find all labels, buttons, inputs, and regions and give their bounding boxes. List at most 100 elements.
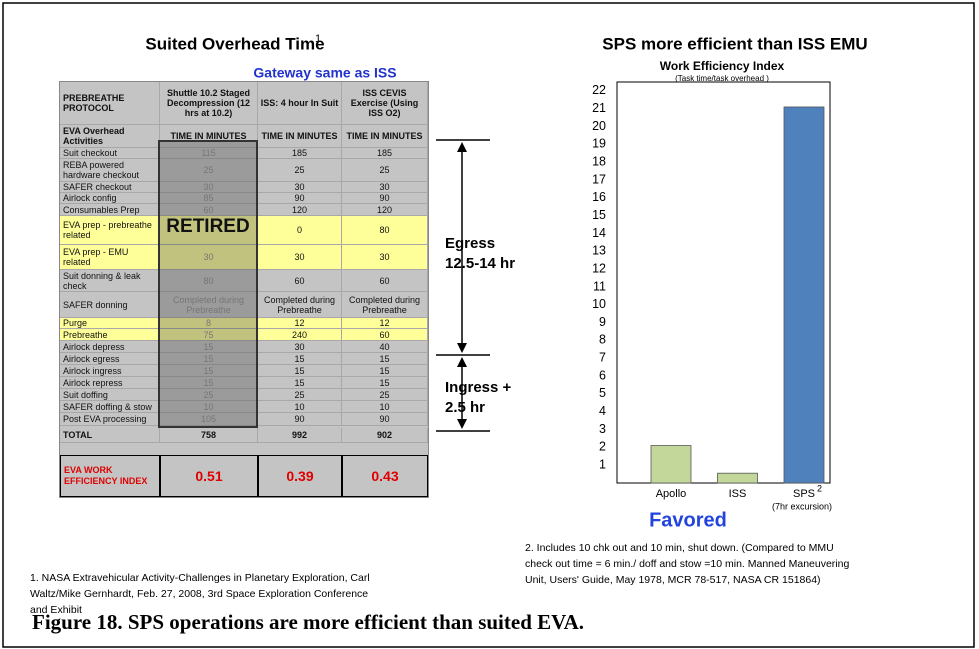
table-cell: Prebreathe	[60, 329, 160, 341]
table-cell: 758	[160, 428, 258, 443]
table-cell: 15	[258, 365, 342, 377]
table-cell: 0.51	[160, 455, 258, 497]
table-cell: Suit doffing	[60, 389, 160, 401]
table-cell: TIME IN MINUTES	[258, 125, 342, 148]
table-cell: 902	[342, 428, 428, 443]
table-cell: 992	[258, 428, 342, 443]
category-sublabel: (7hr excursion)	[772, 501, 832, 511]
table-cell: Airlock egress	[60, 353, 160, 365]
table-cell: 10	[258, 401, 342, 413]
table-cell: 15	[342, 377, 428, 389]
table-cell: 12	[342, 318, 428, 329]
table-cell: 60	[342, 270, 428, 292]
table-cell: 0.39	[258, 455, 342, 497]
table-cell: TIME IN MINUTES	[342, 125, 428, 148]
table-cell: 90	[258, 193, 342, 204]
table-cell: REBA powered hardware checkout	[60, 159, 160, 182]
category-note: 2	[817, 483, 822, 493]
footnote: 1. NASA Extravehicular Activity-Challeng…	[30, 572, 370, 584]
table-cell: 240	[258, 329, 342, 341]
table-cell: ISS: 4 hour In Suit	[258, 82, 342, 125]
table-cell: Completed during Prebreathe	[342, 292, 428, 318]
table-cell: 30	[258, 182, 342, 193]
y-tick-label: 14	[592, 226, 606, 240]
footnote: 2. Includes 10 chk out and 10 min, shut …	[525, 542, 834, 554]
table-cell: 15	[258, 353, 342, 365]
table-cell: 90	[342, 193, 428, 204]
table-cell: 185	[258, 148, 342, 159]
y-tick-label: 13	[592, 244, 606, 258]
table-cell: 90	[258, 413, 342, 426]
y-tick-label: 17	[592, 172, 606, 186]
gateway-note: Gateway same as ISS	[253, 65, 396, 81]
favored-label: Favored	[649, 509, 727, 531]
table-cell: 0	[258, 216, 342, 245]
bar	[651, 446, 691, 483]
table-cell: SAFER checkout	[60, 182, 160, 193]
table-cell: 120	[342, 204, 428, 216]
table-cell: 30	[258, 341, 342, 353]
table-cell: 15	[342, 365, 428, 377]
x-tick-label: SPS	[793, 488, 815, 500]
y-tick-label: 20	[592, 119, 606, 133]
table-cell: EVA prep - prebreathe related	[60, 216, 160, 245]
retired-label: RETIRED	[160, 216, 256, 238]
left-title: Suited Overhead Time	[145, 34, 324, 53]
table-cell: 15	[258, 377, 342, 389]
table-cell: SAFER doffing & stow	[60, 401, 160, 413]
table-cell: PREBREATHE PROTOCOL	[60, 82, 160, 125]
table-cell: 10	[342, 401, 428, 413]
table-cell: 25	[258, 159, 342, 182]
y-tick-label: 1	[599, 457, 606, 471]
y-tick-label: 7	[599, 351, 606, 365]
table-cell: 30	[342, 245, 428, 270]
table-cell: 185	[342, 148, 428, 159]
footnote: check out time = 6 min./ doff and stow =…	[525, 558, 849, 570]
egress-label: Egress	[445, 235, 495, 252]
chart-subtitle: Work Efficiency Index	[660, 59, 785, 73]
table-cell: 60	[258, 270, 342, 292]
left-title-note: 1	[315, 33, 321, 45]
table-cell: Suit donning & leak check	[60, 270, 160, 292]
y-tick-label: 9	[599, 315, 606, 329]
table-cell: Consumables Prep	[60, 204, 160, 216]
table-cell: EVA Overhead Activities	[60, 125, 160, 148]
table-cell: 0.43	[342, 455, 428, 497]
y-tick-label: 8	[599, 333, 606, 347]
y-tick-label: 18	[592, 154, 606, 168]
table-cell: 12	[258, 318, 342, 329]
table-cell: Airlock depress	[60, 341, 160, 353]
table-cell: Shuttle 10.2 Staged Decompression (12 hr…	[160, 82, 258, 125]
table-cell: Airlock repress	[60, 377, 160, 389]
caption: Figure 18. SPS operations are more effic…	[32, 610, 584, 634]
table-cell: ISS CEVIS Exercise (Using ISS O2)	[342, 82, 428, 125]
table-cell: 60	[342, 329, 428, 341]
table-cell: 120	[258, 204, 342, 216]
table-cell: 25	[342, 159, 428, 182]
x-tick-label: ISS	[729, 488, 747, 500]
y-tick-label: 10	[592, 297, 606, 311]
table-cell: Airlock config	[60, 193, 160, 204]
table-cell: Suit checkout	[60, 148, 160, 159]
y-tick-label: 19	[592, 137, 606, 151]
footnote: Unit, Users' Guide, May 1978, MCR 78-517…	[525, 574, 821, 586]
table-cell: Airlock ingress	[60, 365, 160, 377]
table-cell: TOTAL	[60, 428, 160, 443]
y-tick-label: 4	[599, 404, 606, 418]
bar	[784, 107, 824, 483]
y-tick-label: 16	[592, 190, 606, 204]
y-tick-label: 22	[592, 83, 606, 97]
y-tick-label: 12	[592, 261, 606, 275]
table-cell: 15	[342, 353, 428, 365]
ingress-label: 2.5 hr	[445, 399, 485, 416]
table-cell: 80	[342, 216, 428, 245]
footnote: Waltz/Mike Gernhardt, Feb. 27, 2008, 3rd…	[30, 588, 368, 600]
bar	[718, 473, 758, 483]
y-tick-label: 2	[599, 440, 606, 454]
table-cell: 25	[342, 389, 428, 401]
y-tick-label: 6	[599, 368, 606, 382]
y-tick-label: 3	[599, 422, 606, 436]
page: Suited Overhead Time 1 Gateway same as I…	[0, 0, 979, 649]
overhead-table: PREBREATHE PROTOCOLEVA Overhead Activiti…	[60, 82, 428, 497]
retired-overlay: RETIRED	[158, 140, 258, 428]
